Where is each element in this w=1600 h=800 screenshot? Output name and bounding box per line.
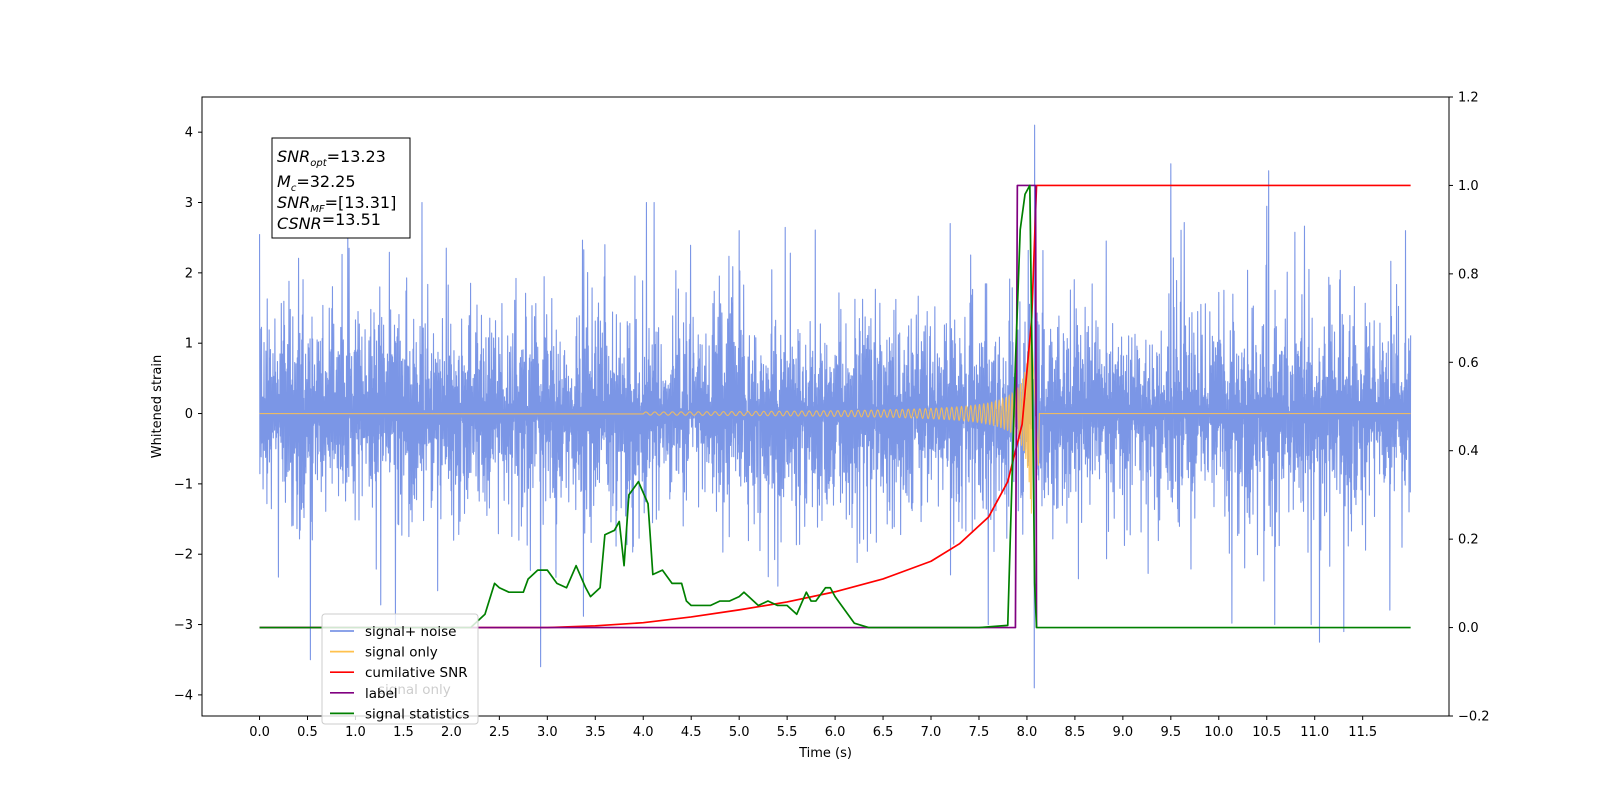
series-signal-statistics-line <box>259 184 1411 629</box>
x-tick-label: 3.0 <box>537 725 558 740</box>
x-tick-label: 1.5 <box>393 725 414 740</box>
ann-main: M <box>277 172 291 191</box>
legend-label: signal statistics <box>365 706 469 722</box>
y-tick-label: 1 <box>185 337 193 352</box>
y-right-tick-label: 0.2 <box>1458 533 1479 548</box>
y-tick-label: 2 <box>185 266 193 281</box>
legend-label: label <box>365 686 398 702</box>
ann-main: CSNR <box>277 214 322 233</box>
x-tick-label: 6.5 <box>873 725 894 740</box>
x-tick-label: 10.0 <box>1204 725 1233 740</box>
legend-label: signal+ noise <box>365 624 456 640</box>
y-tick-label: −2 <box>174 548 193 563</box>
legend-frame <box>321 613 479 725</box>
legend-overlap-text: signal only <box>378 682 451 698</box>
annotation-line-csnr: CSNR=13.51 <box>277 210 381 233</box>
y-axis-right: −0.2 0.0 0.2 0.4 0.6 0.8 1.0 1.2 <box>1449 91 1490 725</box>
y-right-tick-label: 0.0 <box>1458 621 1479 636</box>
x-axis: 0.0 0.5 1.0 1.5 2.0 2.5 3.0 3.5 4.0 4.5 5.0 5.5 6.0 6… <box>249 716 1377 740</box>
series-label-line <box>259 184 1038 629</box>
ann-sub: opt <box>310 158 327 169</box>
stats-annotation-frame <box>271 137 411 239</box>
ann-rest: =13.51 <box>322 210 381 229</box>
x-tick-label: 9.5 <box>1160 725 1181 740</box>
stats-annotation: SNRopt=13.23 Mc=32.25 SNRMF=[13.31] CSNR… <box>271 137 411 239</box>
x-tick-label: 10.5 <box>1252 725 1281 740</box>
x-tick-label: 11.5 <box>1348 725 1377 740</box>
x-tick-label: 4.5 <box>681 725 702 740</box>
annotation-line-snr-opt: SNRopt=13.23 <box>277 147 386 169</box>
x-tick-label: 1.0 <box>345 725 366 740</box>
x-tick-label: 9.0 <box>1113 725 1134 740</box>
x-tick-label: 2.5 <box>489 725 510 740</box>
annotation-line-mc: Mc=32.25 <box>277 172 356 194</box>
ann-rest: =32.25 <box>296 172 355 191</box>
y-right-tick-label: 1.0 <box>1458 179 1479 194</box>
x-tick-label: 4.0 <box>633 725 654 740</box>
x-tick-label: 7.0 <box>921 725 942 740</box>
x-axis-label: Time (s) <box>798 746 852 761</box>
x-tick-label: 7.5 <box>969 725 990 740</box>
x-tick-label: 11.0 <box>1300 725 1329 740</box>
ann-sub: c <box>291 183 297 194</box>
y-axis-label: Whitened strain <box>150 355 165 458</box>
ann-sub: MF <box>310 204 325 215</box>
x-tick-label: 0.0 <box>249 725 270 740</box>
legend-label: cumilative SNR <box>365 665 468 681</box>
ann-rest: =13.23 <box>327 147 386 166</box>
y-tick-label: 0 <box>185 407 193 422</box>
y-right-tick-label: −0.2 <box>1458 710 1490 725</box>
y-right-tick-label: 0.4 <box>1458 444 1479 459</box>
y-right-tick-label: 0.8 <box>1458 267 1479 282</box>
plot-frame <box>201 96 1450 717</box>
legend-label: signal only <box>365 645 438 661</box>
x-tick-label: 5.0 <box>729 725 750 740</box>
series-signal-only-line <box>259 328 1411 514</box>
y-right-tick-label: 1.2 <box>1458 91 1479 106</box>
y-tick-label: −1 <box>174 477 193 492</box>
ann-rest: =[13.31] <box>325 193 397 212</box>
x-tick-label: 5.5 <box>777 725 798 740</box>
x-tick-label: 8.0 <box>1017 725 1038 740</box>
x-tick-label: 3.5 <box>585 725 606 740</box>
y-axis-left: −4 −3 −2 −1 0 1 2 3 4 <box>174 126 202 703</box>
ann-main: SNR <box>277 193 310 212</box>
x-tick-label: 0.5 <box>297 725 318 740</box>
x-tick-label: 2.0 <box>441 725 462 740</box>
x-tick-label: 8.5 <box>1065 725 1086 740</box>
y-tick-label: 4 <box>185 126 193 141</box>
y-tick-label: 3 <box>185 196 193 211</box>
ann-main: SNR <box>277 147 310 166</box>
y-tick-label: −3 <box>174 618 193 633</box>
series-layer <box>259 124 1412 689</box>
annotation-line-snr-mf: SNRMF=[13.31] <box>277 193 396 215</box>
y-right-tick-label: 0.6 <box>1458 356 1479 371</box>
y-tick-label: −4 <box>174 688 193 703</box>
series-cumilative-snr-line <box>259 184 1411 629</box>
x-tick-label: 6.0 <box>825 725 846 740</box>
series-signal-noise-line <box>259 124 1412 689</box>
